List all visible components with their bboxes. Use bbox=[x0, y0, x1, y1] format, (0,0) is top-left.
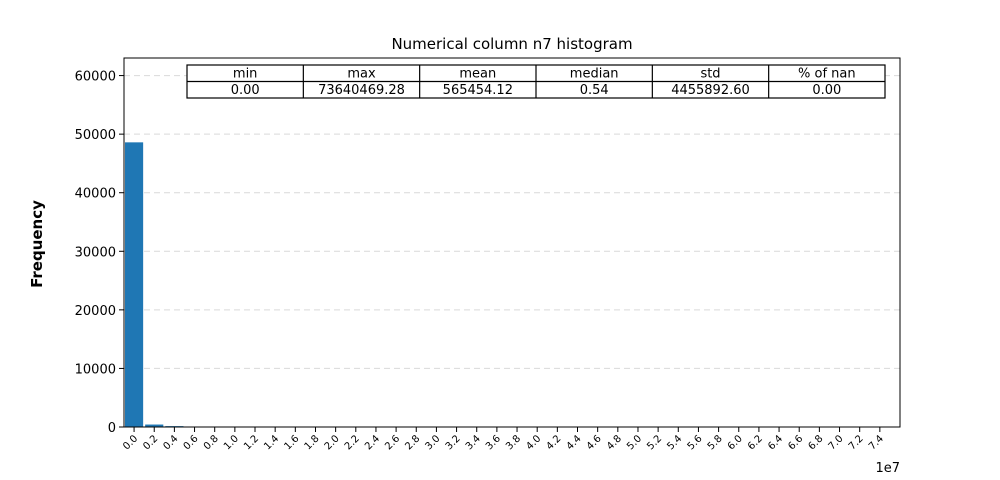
stats-header-cell: mean bbox=[459, 67, 496, 82]
y-axis-ticks: 0 10000 20000 30000 40000 50000 60000 bbox=[75, 70, 124, 436]
histogram-bar bbox=[145, 424, 164, 427]
y-tick-label: 60000 bbox=[75, 70, 116, 85]
stats-value-cell: 73640469.28 bbox=[318, 83, 405, 98]
stats-header-cell: max bbox=[347, 67, 376, 82]
stats-value-cell: 0.54 bbox=[580, 83, 609, 98]
stats-header-cell: std bbox=[700, 67, 720, 82]
stats-table: min0.00max73640469.28mean565454.12median… bbox=[186, 64, 886, 99]
stats-header-cell: median bbox=[570, 67, 619, 82]
x-axis-offset-label: 1e7 bbox=[875, 461, 900, 476]
plot-frame bbox=[123, 57, 901, 428]
stats-value-cell: 0.00 bbox=[812, 83, 841, 98]
stats-value-cell: 565454.12 bbox=[443, 83, 513, 98]
y-tick-label: 20000 bbox=[75, 304, 116, 319]
chart-title: Numerical column n7 histogram bbox=[391, 35, 632, 53]
stats-value-cell: 0.00 bbox=[231, 83, 260, 98]
y-tick-label: 50000 bbox=[75, 128, 116, 143]
y-tick-label: 40000 bbox=[75, 187, 116, 202]
y-tick-label: 10000 bbox=[75, 362, 116, 377]
histogram-bar bbox=[125, 142, 144, 428]
y-tick-label: 0 bbox=[108, 421, 116, 436]
stats-value-cell: 4455892.60 bbox=[671, 83, 750, 98]
stats-header-cell: min bbox=[233, 67, 258, 82]
y-tick-label: 30000 bbox=[75, 245, 116, 260]
stats-header-cell: % of nan bbox=[798, 67, 856, 82]
y-axis-label: Frequency bbox=[28, 200, 46, 288]
